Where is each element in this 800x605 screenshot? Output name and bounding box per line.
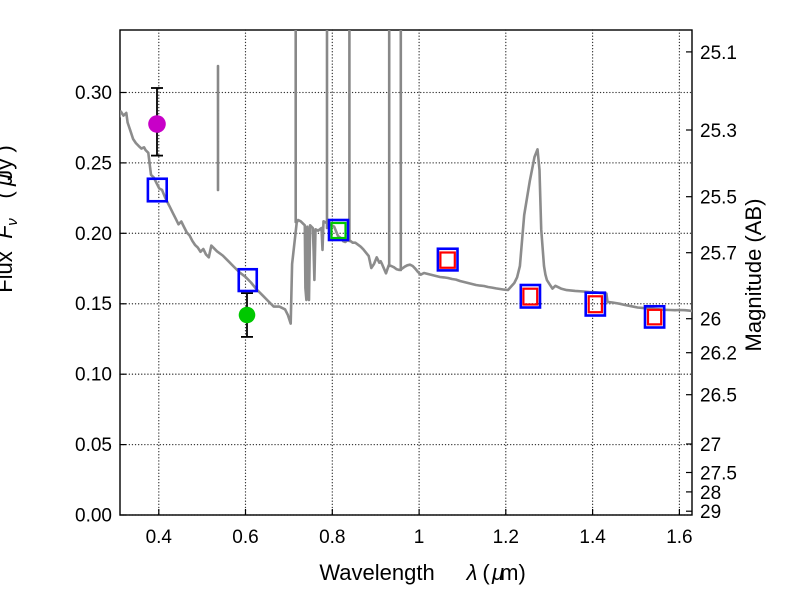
svg-text:25.3: 25.3 xyxy=(700,121,737,142)
svg-text:0.00: 0.00 xyxy=(75,506,112,527)
svg-text:(: ( xyxy=(482,560,490,585)
svg-text:0.20: 0.20 xyxy=(75,224,112,245)
svg-text:Flux: Flux xyxy=(0,251,17,293)
svg-text:25.5: 25.5 xyxy=(700,188,737,209)
svg-text:27: 27 xyxy=(700,435,721,456)
svg-text:m): m) xyxy=(500,560,526,585)
svg-text:Jy ): Jy ) xyxy=(0,145,17,180)
svg-text:1.2: 1.2 xyxy=(493,527,519,548)
svg-text:ν: ν xyxy=(4,218,21,226)
svg-text:28: 28 xyxy=(700,483,721,504)
svg-text:26: 26 xyxy=(700,310,721,331)
svg-text:λ: λ xyxy=(466,560,478,585)
svg-text:26.5: 26.5 xyxy=(700,386,737,407)
svg-text:0.15: 0.15 xyxy=(75,294,112,315)
svg-text:0.6: 0.6 xyxy=(232,527,258,548)
svg-text:25.1: 25.1 xyxy=(700,43,737,64)
svg-text:0.05: 0.05 xyxy=(75,435,112,456)
svg-text:0.4: 0.4 xyxy=(146,527,173,548)
svg-text:26.2: 26.2 xyxy=(700,344,737,365)
svg-text:0.30: 0.30 xyxy=(75,83,112,104)
svg-text:29: 29 xyxy=(700,502,721,523)
svg-text:0.25: 0.25 xyxy=(75,153,112,174)
svg-text:Magnitude (AB): Magnitude (AB) xyxy=(741,199,766,352)
svg-text:25.7: 25.7 xyxy=(700,244,737,265)
svg-text:(: ( xyxy=(0,191,17,199)
svg-text:1.6: 1.6 xyxy=(666,527,692,548)
svg-text:1.4: 1.4 xyxy=(579,527,606,548)
svg-text:0.8: 0.8 xyxy=(319,527,345,548)
svg-text:1: 1 xyxy=(414,527,425,548)
svg-text:Wavelength: Wavelength xyxy=(319,560,434,585)
svg-text:27.5: 27.5 xyxy=(700,464,737,485)
svg-text:0.10: 0.10 xyxy=(75,365,112,386)
